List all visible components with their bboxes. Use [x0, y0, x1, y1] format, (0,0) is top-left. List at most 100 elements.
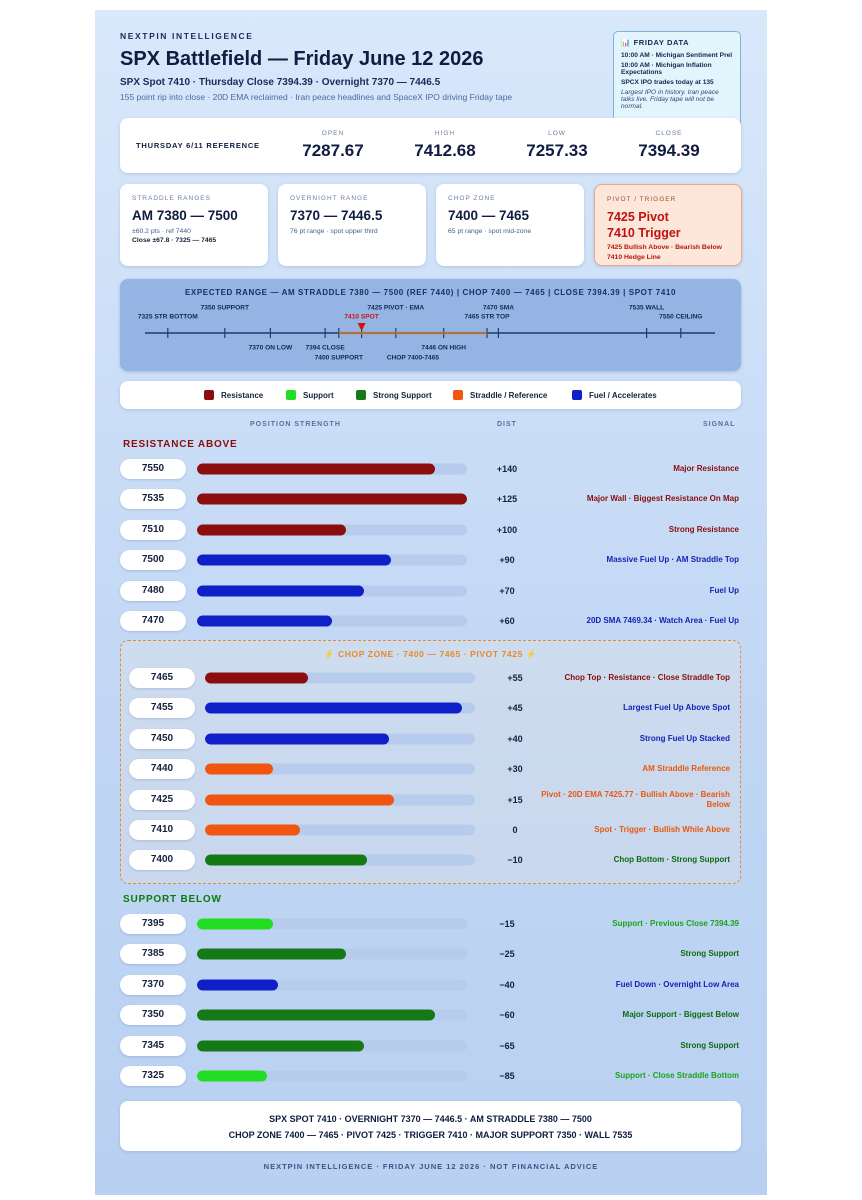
friday-item: 10:00 AM · Michigan Inflation Expectatio… [621, 62, 712, 76]
distance: +90 [499, 555, 515, 566]
legend-label: Resistance [221, 391, 264, 400]
strength-track [197, 979, 467, 991]
range-label: 7370 ON LOW [248, 344, 293, 352]
legend-item: Strong Support [356, 390, 432, 400]
legend-swatch [204, 390, 214, 400]
signal: Massive Fuel Up · AM Straddle Top [606, 555, 739, 565]
legend-swatch [453, 390, 463, 400]
card-value: 7425 Pivot [607, 210, 669, 224]
column-header: SIGNAL [703, 421, 736, 428]
legend-item: Support [286, 390, 334, 400]
section-title: SUPPORT BELOW [123, 894, 222, 905]
distance: −15 [499, 919, 515, 929]
signal: Pivot · 20D EMA 7425.77 · Bullish Above … [541, 789, 730, 809]
strength-bar [197, 615, 332, 627]
legend-label: Strong Support [373, 391, 432, 400]
level-pill: 7370 [120, 974, 186, 995]
signal: Major Resistance [673, 464, 739, 473]
strength-track [205, 702, 475, 714]
distance: −25 [499, 949, 515, 960]
strength-track [197, 493, 467, 505]
ref-value: 7257.33 [526, 141, 588, 160]
strength-bar [197, 979, 278, 991]
spot-marker [357, 323, 366, 331]
distance: −85 [499, 1071, 515, 1081]
strength-track [197, 554, 467, 566]
signal: Spot · Trigger · Bullish While Above [594, 825, 730, 834]
signal: Major Support · Biggest Below [622, 1010, 739, 1020]
ref-cell: OPEN 7287.67 [278, 130, 388, 161]
signal: Chop Top · Resistance · Close Straddle T… [564, 673, 731, 682]
level-pill: 7550 [120, 459, 186, 479]
legend-swatch [572, 390, 582, 400]
card-note: 7425 Bullish Above · Bearish Below [607, 244, 722, 251]
ref-label: HIGH [434, 130, 456, 137]
strength-track [197, 948, 467, 960]
strength-track [197, 918, 467, 930]
distance: −40 [499, 979, 515, 990]
level-pill: 7350 [120, 1005, 186, 1026]
range-line [145, 323, 715, 338]
card-value: 7370 — 7446.5 [290, 208, 383, 223]
strength-track [205, 824, 475, 836]
friday-data: 📊 FRIDAY DATA 10:00 AM · Michigan Sentim… [613, 31, 741, 130]
ref-label: LOW [548, 130, 566, 137]
level-pill: 7450 [129, 728, 195, 749]
strength-track [205, 854, 475, 866]
signal: Fuel Up [709, 585, 739, 595]
card-note: 7410 Hedge Line [607, 254, 661, 261]
level-pill: 7465 [129, 668, 195, 688]
distance: −60 [499, 1010, 515, 1021]
ref-value: 7412.68 [414, 141, 476, 160]
legend-label: Fuel / Accelerates [589, 391, 657, 400]
distance: +100 [496, 524, 518, 535]
range-label: 7410 SPOT [344, 313, 379, 321]
distance: −10 [507, 855, 523, 866]
strength-bar [197, 918, 273, 930]
card-value: 7400 — 7465 [448, 208, 530, 223]
chop-title: ⚡ CHOP ZONE · 7400 — 7465 · PIVOT 7425 ⚡ [323, 649, 538, 659]
card-note: ±60.2 pts · ref 7440 [132, 228, 191, 235]
distance: +55 [507, 673, 523, 683]
strength-bar [205, 763, 273, 775]
strength-bar [197, 585, 365, 597]
signal: Largest Fuel Up Above Spot [623, 703, 730, 713]
distance: +15 [507, 794, 523, 805]
range-label: 7394 CLOSE [305, 344, 345, 352]
legend-item: Straddle / Reference [453, 390, 547, 400]
info-card: PIVOT / TRIGGER 7425 Pivot 7410 Trigger 742… [594, 184, 742, 266]
reference-box: THURSDAY 6/11 REFERENCE OPEN 7287.67 HIGH… [120, 118, 741, 173]
level-pill: 7510 [120, 519, 186, 540]
subtitle: SPX Spot 7410 · Thursday Close 7394.39 ·… [120, 77, 441, 88]
card-note: 65 pt range · spot mid-zone [448, 228, 532, 235]
range-title: EXPECTED RANGE — AM STRADDLE 7380 — 7500… [184, 288, 676, 297]
distance: +45 [507, 703, 523, 714]
distance: 0 [512, 825, 518, 835]
strength-track [197, 524, 467, 536]
strength-bar [197, 1009, 435, 1021]
signal: AM Straddle Reference [642, 764, 730, 774]
info-card: STRADDLE RANGES AM 7380 — 7500 ±60.2 pts ·… [120, 184, 268, 266]
strength-bar [205, 854, 367, 866]
title: SPX Battlefield — Friday June 12 2026 [120, 48, 484, 70]
signal: Support · Previous Close 7394.39 [612, 919, 739, 928]
level-pill: 7440 [129, 759, 195, 780]
strength-track [197, 463, 467, 475]
card-value: AM 7380 — 7500 [132, 208, 238, 223]
strength-track [205, 672, 475, 684]
distance: −65 [499, 1040, 515, 1051]
info-card: CHOP ZONE 7400 — 7465 65 pt range · spot m… [436, 184, 584, 266]
strength-bar [205, 702, 462, 714]
legend: Resistance Support Strong Support Straddle … [120, 381, 741, 409]
signal: Chop Bottom · Strong Support [613, 855, 730, 865]
distance: +60 [499, 616, 515, 626]
signal: Strong Support [680, 1040, 739, 1050]
range-label: 7535 WALL [629, 304, 665, 312]
range-label: 7446 ON HIGH [421, 344, 467, 352]
distance: +140 [496, 464, 518, 474]
card-label: STRADDLE RANGES [132, 195, 211, 202]
strength-bar [197, 1070, 268, 1082]
level-pill: 7470 [120, 611, 186, 631]
ref-label: OPEN [321, 130, 345, 137]
